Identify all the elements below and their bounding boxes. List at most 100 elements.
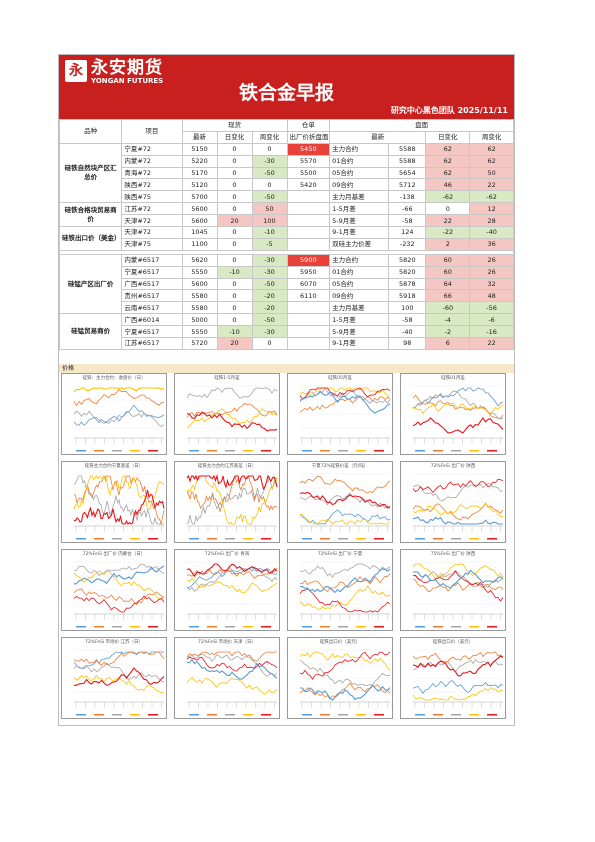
cell-latest: 5220 (181, 154, 218, 168)
cell-futures-dchg: 2 (425, 237, 471, 251)
cell-factory-price: 6110 (286, 289, 331, 303)
mini-chart: 硅铁：主力合约：收盘价（日） (61, 373, 167, 455)
cell-contract: 主力合约 (329, 253, 390, 267)
cell-factory-price (286, 202, 331, 216)
cell-latest: 5720 (181, 337, 218, 350)
cell-futures-latest: -232 (388, 237, 427, 251)
mini-chart-plot (186, 385, 278, 452)
mini-chart: 硅铁出口价（美元） (287, 637, 393, 719)
cell-futures-latest: 5654 (388, 166, 427, 180)
table-row: 宁夏#6517 5550 -10 -30 5-9月差 -40 -2 -16 (60, 325, 514, 339)
cell-week-change: -10 (251, 226, 288, 239)
cell-item: 贵州#6517 (121, 289, 183, 303)
cell-futures-latest: 5918 (388, 289, 427, 303)
mini-chart-plot (299, 473, 391, 540)
cell-latest: 1045 (181, 226, 218, 239)
cell-item: 宁夏#6517 (121, 265, 183, 279)
cell-factory-price: 6070 (286, 277, 331, 291)
cell-futures-latest: 98 (388, 337, 427, 350)
mini-chart: 硅铁05月差 (287, 373, 393, 455)
cell-futures-wchg: 22 (469, 337, 514, 350)
cell-week-change: -30 (251, 265, 288, 279)
cell-day-change: 0 (216, 289, 253, 303)
cell-item: 天津#72 (121, 226, 183, 239)
cell-latest: 5620 (181, 253, 218, 267)
col-spot: 现货 (181, 119, 288, 132)
cell-futures-latest: 5712 (388, 178, 427, 192)
cell-factory-price: 5900 (286, 253, 331, 267)
group-label: 硅铁出口价（美金） (58, 226, 123, 251)
mini-chart-title: 硅铁：主力合约：收盘价（日） (82, 376, 146, 381)
cell-item: 陕西#72 (121, 178, 183, 192)
cell-day-change: 0 (216, 142, 253, 156)
table-row: 宁夏#6517 5550 -10 -30 5950 01合约 5820 60 26 (60, 265, 514, 279)
page-title: 铁合金早报 (238, 82, 334, 104)
cell-futures-dchg: 60 (425, 265, 471, 279)
cell-futures-latest: -58 (388, 214, 427, 228)
cell-futures-wchg: 26 (469, 253, 514, 267)
cell-contract: 主力月基差 (329, 301, 390, 315)
cell-factory-price: 5420 (286, 178, 331, 192)
cell-week-change: 100 (251, 214, 288, 228)
cell-week-change: 0 (251, 142, 288, 156)
mini-chart-title: 硅铁1-5月差 (214, 376, 240, 381)
subcol-dchg2: 日变化 (425, 130, 471, 144)
mini-chart: 72%FeSi 市场价 天津（日） (174, 637, 280, 719)
mini-chart: 72%FeSi 出厂价 陕西 (400, 461, 506, 543)
cell-futures-dchg: 46 (425, 178, 471, 192)
cell-contract: 9-1月差 (329, 337, 390, 350)
cell-factory-price (286, 226, 331, 239)
cell-week-change: -50 (251, 166, 288, 180)
cell-futures-wchg: 48 (469, 289, 514, 303)
cell-futures-dchg: -62 (425, 190, 471, 204)
mini-chart: 硅铁主力合约江苏基差（日） (174, 461, 280, 543)
cell-week-change: -5 (251, 237, 288, 251)
cell-factory-price: 5500 (286, 166, 331, 180)
cell-contract: 01合约 (329, 265, 390, 279)
cell-day-change: 0 (216, 313, 253, 327)
mini-chart: 硅铁出口价（美元） (400, 637, 506, 719)
cell-latest: 5550 (181, 265, 218, 279)
cell-futures-latest: 5588 (388, 154, 427, 168)
cell-contract: 09合约 (329, 289, 390, 303)
cell-futures-wchg: 62 (469, 142, 514, 156)
cell-futures-latest: -58 (388, 313, 427, 327)
cell-week-change: -20 (251, 289, 288, 303)
mini-chart-title: 72%FeSi 出厂价 陕西 (430, 464, 476, 469)
mini-chart-title: 硅铁主力合约宁夏基差（日） (84, 464, 144, 469)
report-sheet: 永 永安期货 YONGAN FUTURES 铁合金早报 研究中心黑色团队 202… (58, 54, 515, 726)
subcol-latest2: 最新 (329, 130, 427, 144)
mini-chart-plot (299, 649, 391, 716)
cell-latest: 5120 (181, 178, 218, 192)
mini-chart-plot (412, 649, 504, 716)
cell-week-change: -50 (251, 190, 288, 204)
cell-factory-price (286, 237, 331, 251)
mini-chart-title: 硅铁出口价（美元） (432, 640, 474, 645)
mini-chart-title: 硅铁出口价（美元） (319, 640, 361, 645)
table-row: 江苏#6517 5720 20 0 9-1月差 98 6 22 (60, 337, 514, 350)
cell-futures-wchg: -62 (469, 190, 514, 204)
table-row: 天津#72 5600 20 100 5-9月差 -58 22 28 (60, 214, 514, 228)
cell-factory-price (286, 325, 331, 339)
cell-futures-dchg: 62 (425, 166, 471, 180)
cell-factory-price: 5450 (286, 142, 331, 156)
cell-item: 天津#72 (121, 214, 183, 228)
cell-day-change: 20 (216, 214, 253, 228)
cell-item: 内蒙#6517 (121, 253, 183, 267)
cell-futures-wchg: 28 (469, 214, 514, 228)
cell-day-change: 0 (216, 178, 253, 192)
cell-day-change: 0 (216, 301, 253, 315)
cell-item: 青海#72 (121, 166, 183, 180)
mini-chart: 硅铁01月差 (400, 373, 506, 455)
cell-week-change: -50 (251, 277, 288, 291)
cell-week-change: 50 (251, 202, 288, 216)
mini-chart-plot (412, 561, 504, 628)
mini-chart: 72%FeSi 市场价 江苏（日） (61, 637, 167, 719)
cell-contract: 双硅主力价差 (329, 237, 390, 251)
cell-futures-wchg: -16 (469, 325, 514, 339)
cell-futures-wchg: 36 (469, 237, 514, 251)
cell-latest: 5000 (181, 313, 218, 327)
cell-latest: 5600 (181, 277, 218, 291)
col-item: 项目 (121, 119, 183, 144)
cell-latest: 5550 (181, 325, 218, 339)
